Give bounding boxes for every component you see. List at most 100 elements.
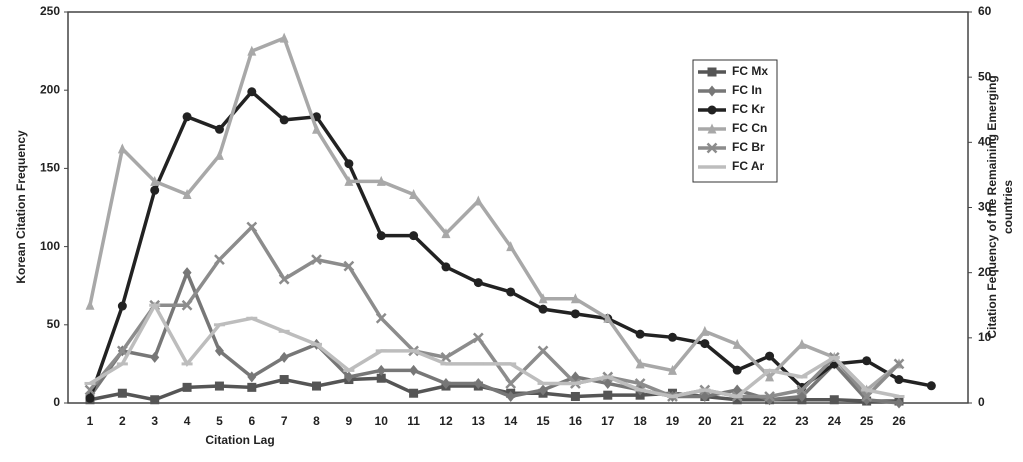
data-point [312,123,322,134]
y-tick-label: 150 [40,161,60,175]
data-point [409,188,419,199]
data-point [246,316,258,320]
series-line [89,301,900,399]
data-point [893,394,905,398]
y2-tick-label: 10 [978,330,992,344]
data-point [408,349,420,353]
data-point [731,394,743,398]
data-point [829,395,839,405]
data-point [279,375,289,385]
legend-marker [706,142,718,154]
data-point [375,312,387,324]
legend-marker [707,105,717,115]
legend-label: FC Cn [732,121,767,135]
data-point [376,364,386,376]
data-point [116,362,128,366]
data-point [85,299,95,310]
data-point [441,377,451,389]
data-point [538,304,548,314]
y2-tick-label: 0 [978,395,985,409]
legend-label: FC Br [732,140,765,154]
data-point [84,384,96,396]
data-point [861,391,873,402]
data-point [473,195,483,206]
legend-label: FC Ar [732,159,765,173]
data-point [182,382,192,392]
series-line [88,224,901,400]
legend-label: FC Mx [732,64,768,78]
x-tick-label: 17 [601,414,615,428]
data-point [732,365,742,375]
data-point [505,362,517,366]
data-point [150,185,160,195]
data-point [472,332,484,344]
y-tick-label: 250 [40,4,60,18]
data-point [894,397,904,409]
data-point [344,371,354,383]
data-point [667,364,677,375]
x-tick-label: 24 [828,414,842,428]
legend-marker [706,165,718,169]
data-point [150,175,160,186]
data-point [311,342,323,346]
data-point [182,112,192,122]
data-point [570,391,580,401]
data-point [440,362,452,366]
x-tick-label: 21 [731,414,745,428]
data-point [796,375,808,379]
y2-tick-label: 60 [978,4,992,18]
x-tick-label: 13 [472,414,486,428]
data-point [473,377,483,389]
data-point [440,351,452,363]
data-point [700,339,710,349]
x-tick-label: 11 [407,414,420,428]
data-point [797,338,807,349]
data-point [181,362,193,366]
data-point [472,362,484,366]
x-tick-label: 2 [119,414,126,428]
data-point [505,378,517,389]
data-point [181,299,193,311]
y-axis-title: Korean Citation Frequency [14,130,28,284]
x-tick-label: 18 [633,414,647,428]
x-tick-label: 4 [184,414,191,428]
y-tick-label: 100 [40,239,60,253]
data-point [473,278,483,288]
data-point [506,241,516,252]
y2-tick-label: 20 [978,265,992,279]
x-axis-title: Citation Lag [205,433,274,447]
data-point [247,382,257,392]
data-point [117,301,127,311]
data-point [602,375,614,379]
data-point [247,45,257,56]
x-tick-label: 14 [504,414,518,428]
y2-tick-label: 30 [978,200,992,214]
data-point [667,332,677,342]
x-tick-label: 20 [698,414,712,428]
series-line [88,267,900,405]
x-tick-label: 19 [666,414,680,428]
data-point [926,381,936,391]
data-point [634,378,646,389]
data-point [893,358,905,370]
data-point [84,381,96,385]
x-tick-label: 26 [892,414,906,428]
data-point [150,351,160,363]
data-point [635,358,645,369]
legend-marker [707,123,717,134]
data-point [214,124,224,134]
data-point [796,384,808,396]
data-point [247,87,257,97]
data-point [666,394,678,398]
data-point [247,371,257,383]
data-point [732,338,742,349]
data-point [116,345,128,357]
data-point [376,231,386,241]
x-tick-label: 15 [536,414,550,428]
data-point [117,143,127,154]
data-point [537,381,549,385]
data-point [570,309,580,319]
data-point [182,188,192,199]
data-point [214,345,224,357]
